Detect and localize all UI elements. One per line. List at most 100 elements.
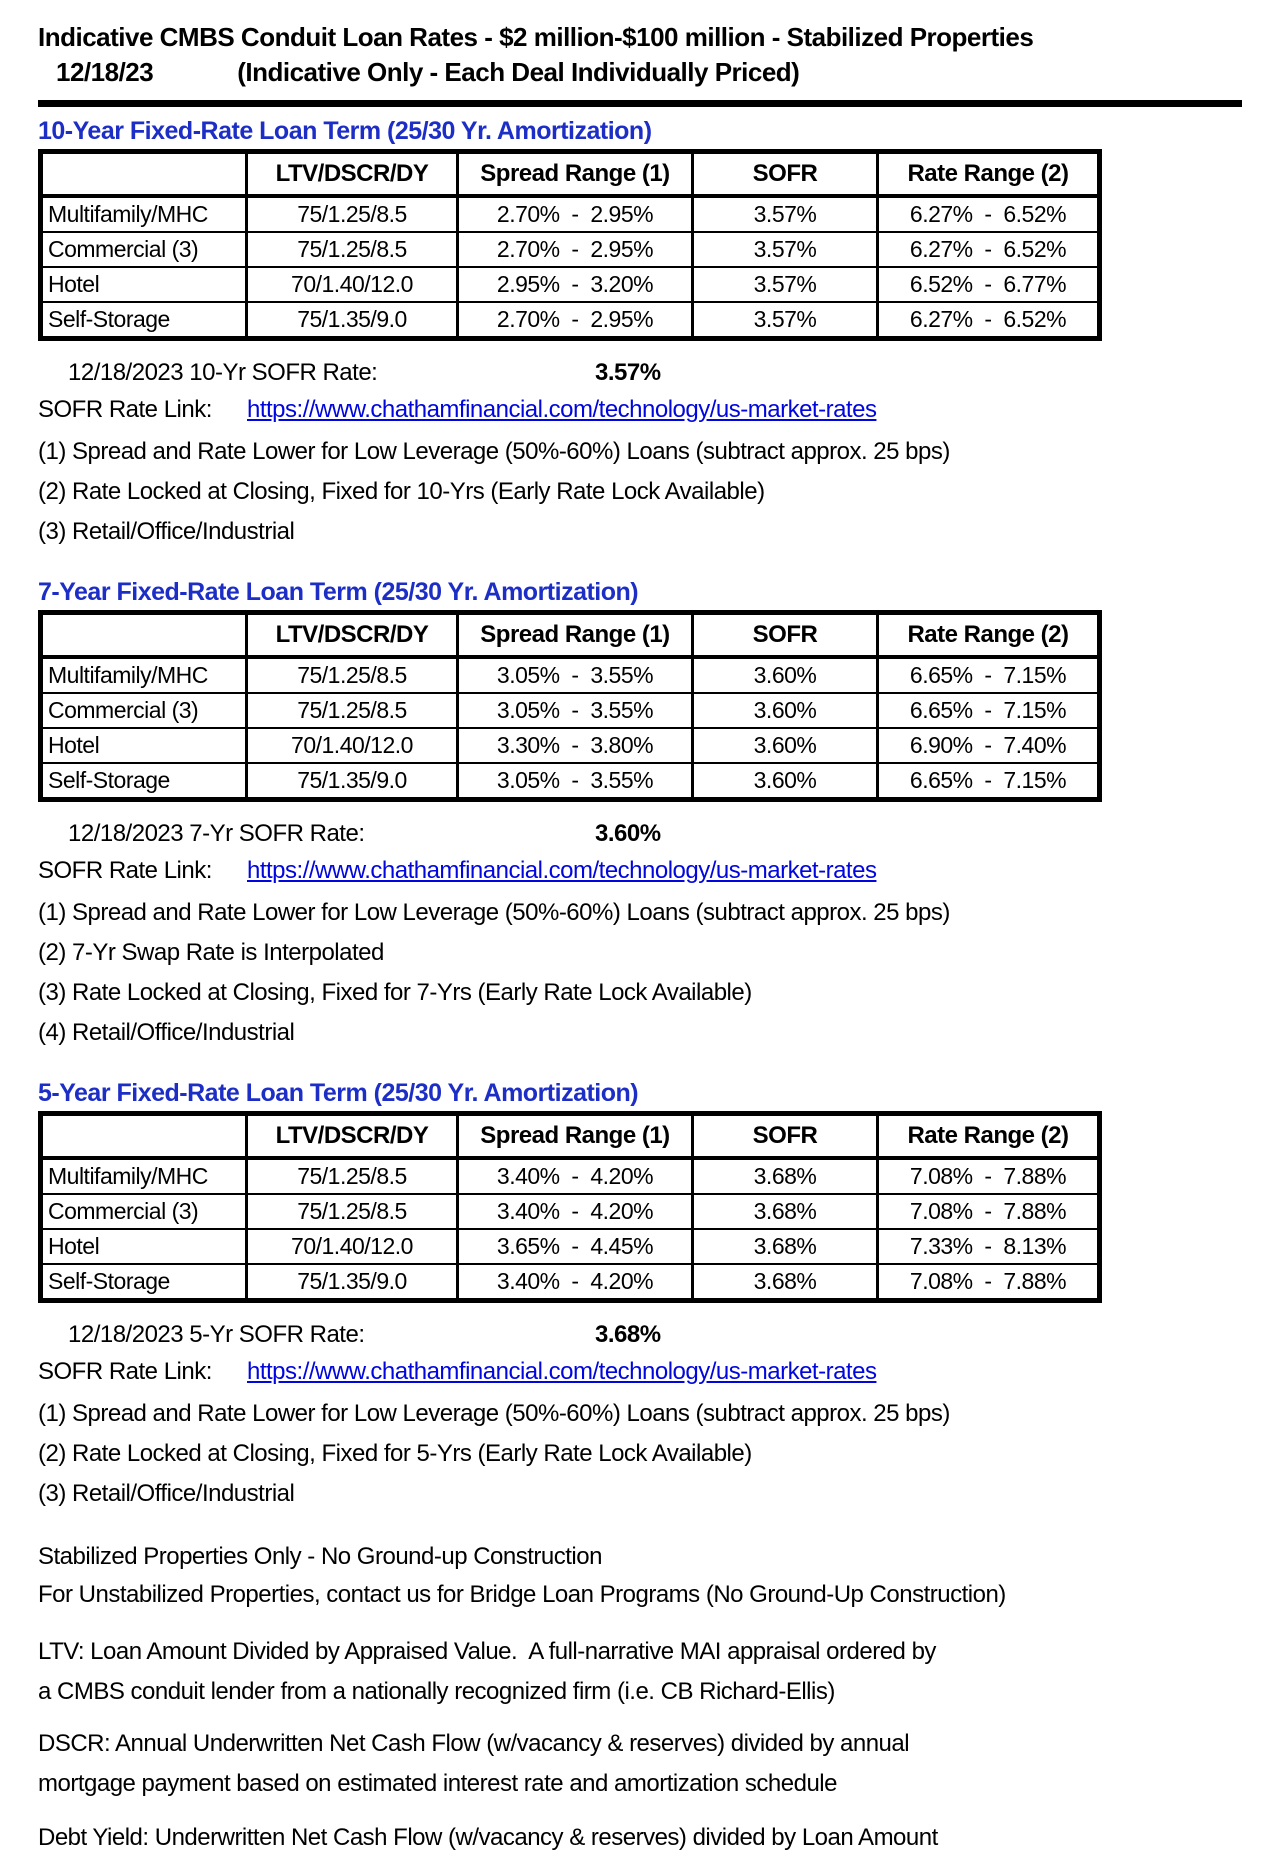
cell-ltv: 75/1.25/8.5	[245, 1193, 459, 1230]
rate-sheet-page: Indicative CMBS Conduit Loan Rates - $2 …	[38, 22, 1242, 1858]
note-line: (1) Spread and Rate Lower for Low Levera…	[38, 899, 950, 926]
cell-sofr: 3.57%	[691, 195, 879, 233]
cell-rate: 7.08% - 7.88%	[876, 1157, 1101, 1195]
header-cell-rate-range: Rate Range (2)	[876, 1112, 1101, 1160]
header-cell-sofr: SOFR	[691, 1112, 879, 1160]
note-line: (3) Rate Locked at Closing, Fixed for 7-…	[38, 979, 752, 1006]
table-row: Self-Storage 75/1.35/9.0 3.40% - 4.20% 3…	[39, 1263, 1101, 1302]
header-cell-rate-range: Rate Range (2)	[876, 150, 1101, 198]
cell-sofr: 3.60%	[691, 727, 879, 764]
cell-ltv: 70/1.40/12.0	[245, 1228, 459, 1265]
cell-ltv: 75/1.25/8.5	[245, 195, 459, 233]
sofr-link-line: SOFR Rate Link: https://www.chathamfinanc…	[38, 857, 1242, 885]
cell-spread: 3.65% - 4.45%	[456, 1228, 694, 1265]
row-label: Hotel	[39, 727, 248, 764]
cell-ltv: 75/1.25/8.5	[245, 1157, 459, 1195]
sofr-rate-link[interactable]: https://www.chathamfinancial.com/technol…	[247, 1358, 877, 1385]
footnotes: (1) Spread and Rate Lower for Low Levera…	[38, 432, 1242, 552]
footer-line: LTV: Loan Amount Divided by Appraised Va…	[38, 1638, 936, 1665]
header-cell-spread-range: Spread Range (1)	[456, 1112, 694, 1160]
note-line: (4) Retail/Office/Industrial	[38, 1019, 295, 1046]
sofr-link-label: SOFR Rate Link:	[38, 1358, 212, 1385]
rate-table-10yr: LTV/DSCR/DY Spread Range (1) SOFR Rate R…	[38, 149, 1102, 341]
cell-rate: 6.52% - 6.77%	[876, 266, 1101, 303]
note-line: (1) Spread and Rate Lower for Low Levera…	[38, 1400, 950, 1427]
table-header-row: LTV/DSCR/DY Spread Range (1) SOFR Rate R…	[39, 611, 1101, 659]
cell-sofr: 3.57%	[691, 231, 879, 268]
sofr-link-line: SOFR Rate Link: https://www.chathamfinanc…	[38, 1358, 1242, 1386]
note-line: (2) Rate Locked at Closing, Fixed for 5-…	[38, 1440, 752, 1467]
cell-rate: 7.33% - 8.13%	[876, 1228, 1101, 1265]
rate-table-7yr: LTV/DSCR/DY Spread Range (1) SOFR Rate R…	[38, 610, 1102, 802]
footer-line: Stabilized Properties Only - No Ground-u…	[38, 1543, 602, 1570]
sofr-rate-label: 12/18/2023 7-Yr SOFR Rate:	[68, 820, 365, 847]
cell-ltv: 75/1.35/9.0	[245, 762, 459, 801]
sofr-link-line: SOFR Rate Link: https://www.chathamfinanc…	[38, 396, 1242, 424]
page-subtitle-row: 12/18/23 (Indicative Only - Each Deal In…	[38, 57, 1242, 88]
cell-sofr: 3.68%	[691, 1157, 879, 1195]
row-label: Multifamily/MHC	[39, 656, 248, 694]
header-cell-blank	[39, 1112, 248, 1160]
sofr-rate-label: 12/18/2023 10-Yr SOFR Rate:	[68, 359, 378, 386]
table-header-row: LTV/DSCR/DY Spread Range (1) SOFR Rate R…	[39, 150, 1101, 198]
sofr-rate-line: 12/18/2023 10-Yr SOFR Rate: 3.57%	[68, 359, 1242, 387]
cell-sofr: 3.60%	[691, 762, 879, 801]
row-label: Hotel	[39, 266, 248, 303]
section-5yr: 5-Year Fixed-Rate Loan Term (25/30 Yr. A…	[38, 1079, 1242, 1514]
table-row: Self-Storage 75/1.35/9.0 2.70% - 2.95% 3…	[39, 301, 1101, 340]
header-cell-sofr: SOFR	[691, 150, 879, 198]
table-row: Commercial (3) 75/1.25/8.5 3.40% - 4.20%…	[39, 1193, 1101, 1230]
sofr-rate-line: 12/18/2023 7-Yr SOFR Rate: 3.60%	[68, 820, 1242, 848]
header-cell-spread-range: Spread Range (1)	[456, 150, 694, 198]
footer-paragraph-ltv: LTV: Loan Amount Divided by Appraised Va…	[38, 1632, 1242, 1712]
footer-line: Debt Yield: Underwritten Net Cash Flow (…	[38, 1824, 938, 1851]
table-row: Hotel 70/1.40/12.0 2.95% - 3.20% 3.57% 6…	[39, 266, 1101, 303]
cell-ltv: 75/1.25/8.5	[245, 231, 459, 268]
footer-paragraph-dscr: DSCR: Annual Underwritten Net Cash Flow …	[38, 1724, 1242, 1804]
cell-sofr: 3.60%	[691, 656, 879, 694]
row-label: Commercial (3)	[39, 1193, 248, 1230]
cell-ltv: 75/1.35/9.0	[245, 1263, 459, 1302]
footer-line: a CMBS conduit lender from a nationally …	[38, 1678, 835, 1705]
cell-spread: 2.70% - 2.95%	[456, 301, 694, 340]
header-cell-spread-range: Spread Range (1)	[456, 611, 694, 659]
cell-sofr: 3.68%	[691, 1193, 879, 1230]
row-label: Hotel	[39, 1228, 248, 1265]
footer-notes: Stabilized Properties Only - No Ground-u…	[38, 1538, 1242, 1858]
sofr-rate-link[interactable]: https://www.chathamfinancial.com/technol…	[247, 857, 877, 884]
sofr-rate-value: 3.60%	[595, 820, 661, 847]
footer-line: For Unstabilized Properties, contact us …	[38, 1581, 1006, 1608]
note-line: (2) 7-Yr Swap Rate is Interpolated	[38, 939, 384, 966]
row-label: Multifamily/MHC	[39, 1157, 248, 1195]
footer-paragraph-stabilized: Stabilized Properties Only - No Ground-u…	[38, 1538, 1242, 1614]
section-heading: 5-Year Fixed-Rate Loan Term (25/30 Yr. A…	[38, 1079, 639, 1107]
cell-ltv: 75/1.35/9.0	[245, 301, 459, 340]
cell-spread: 2.70% - 2.95%	[456, 231, 694, 268]
cell-sofr: 3.60%	[691, 692, 879, 729]
footer-paragraph-debt-yield: Debt Yield: Underwritten Net Cash Flow (…	[38, 1818, 1242, 1858]
cell-rate: 6.27% - 6.52%	[876, 301, 1101, 340]
table-row: Self-Storage 75/1.35/9.0 3.05% - 3.55% 3…	[39, 762, 1101, 801]
header-cell-rate-range: Rate Range (2)	[876, 611, 1101, 659]
cell-ltv: 70/1.40/12.0	[245, 266, 459, 303]
cell-sofr: 3.57%	[691, 266, 879, 303]
table-row: Multifamily/MHC 75/1.25/8.5 3.40% - 4.20…	[39, 1157, 1101, 1195]
cell-rate: 7.08% - 7.88%	[876, 1263, 1101, 1302]
sofr-rate-link[interactable]: https://www.chathamfinancial.com/technol…	[247, 396, 877, 423]
row-label: Multifamily/MHC	[39, 195, 248, 233]
cell-rate: 6.27% - 6.52%	[876, 195, 1101, 233]
cell-spread: 3.40% - 4.20%	[456, 1193, 694, 1230]
title-divider	[38, 100, 1242, 107]
section-heading: 10-Year Fixed-Rate Loan Term (25/30 Yr. …	[38, 117, 652, 145]
sofr-rate-value: 3.68%	[595, 1321, 661, 1348]
header-cell-ltv-dscr-dy: LTV/DSCR/DY	[245, 150, 459, 198]
cell-ltv: 75/1.25/8.5	[245, 692, 459, 729]
page-title: Indicative CMBS Conduit Loan Rates - $2 …	[38, 22, 1034, 52]
cell-sofr: 3.68%	[691, 1263, 879, 1302]
sofr-rate-value: 3.57%	[595, 359, 661, 386]
footer-line: DSCR: Annual Underwritten Net Cash Flow …	[38, 1730, 910, 1757]
table-row: Multifamily/MHC 75/1.25/8.5 3.05% - 3.55…	[39, 656, 1101, 694]
cell-rate: 6.27% - 6.52%	[876, 231, 1101, 268]
table-row: Hotel 70/1.40/12.0 3.30% - 3.80% 3.60% 6…	[39, 727, 1101, 764]
sofr-link-label: SOFR Rate Link:	[38, 396, 212, 423]
